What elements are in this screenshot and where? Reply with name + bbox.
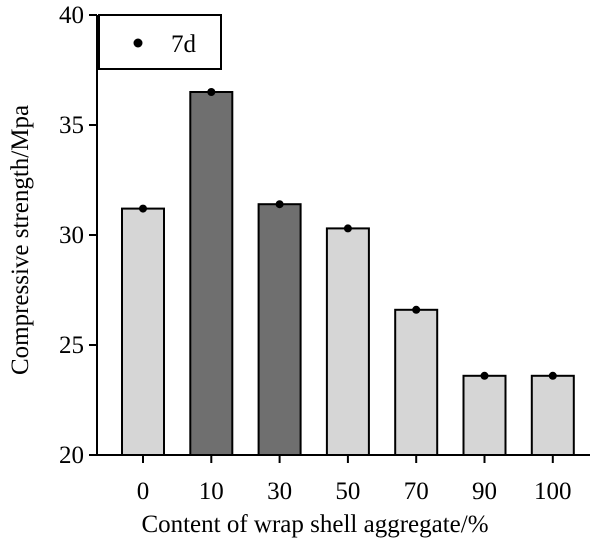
data-point-0 bbox=[139, 204, 147, 213]
data-point-30 bbox=[275, 200, 284, 209]
data-point-90 bbox=[480, 371, 489, 380]
data-point-50 bbox=[343, 224, 352, 233]
x-tick-label-10: 10 bbox=[199, 478, 224, 505]
data-point-70 bbox=[412, 305, 421, 314]
x-axis: 0 10 30 50 70 90 100 bbox=[96, 454, 590, 505]
bar-0 bbox=[121, 207, 165, 456]
markers-group bbox=[139, 88, 557, 380]
x-tick-label-90: 90 bbox=[472, 478, 497, 505]
y-axis: 20 25 30 35 40 bbox=[59, 2, 98, 469]
bar-100 bbox=[530, 374, 575, 456]
x-tick-label-100: 100 bbox=[534, 478, 572, 505]
y-tick-label-40: 40 bbox=[59, 2, 84, 29]
y-tick-label-30: 30 bbox=[59, 222, 84, 249]
x-tick-label-30: 30 bbox=[267, 478, 292, 505]
legend-label: 7d bbox=[171, 31, 197, 58]
bar-70 bbox=[394, 308, 439, 456]
x-axis-label: Content of wrap shell aggregate/% bbox=[141, 511, 488, 538]
x-tick-label-50: 50 bbox=[335, 478, 360, 505]
legend: 7d bbox=[98, 14, 222, 70]
data-point-10 bbox=[207, 88, 216, 96]
y-tick-label-25: 25 bbox=[59, 332, 84, 359]
bar-10 bbox=[189, 91, 234, 456]
x-tick-label-0: 0 bbox=[137, 478, 150, 505]
y-tick-label-20: 20 bbox=[59, 442, 84, 469]
bar-50 bbox=[325, 227, 370, 456]
legend-box bbox=[98, 14, 222, 70]
data-point-100 bbox=[548, 371, 557, 380]
y-axis-label: Compressive strength/Mpa bbox=[7, 105, 34, 375]
bars-group bbox=[121, 91, 575, 456]
bar-30 bbox=[257, 203, 302, 456]
x-tick-label-70: 70 bbox=[404, 478, 429, 505]
legend-marker bbox=[133, 38, 143, 48]
bar-90 bbox=[462, 374, 507, 456]
y-tick-label-35: 35 bbox=[59, 112, 84, 139]
